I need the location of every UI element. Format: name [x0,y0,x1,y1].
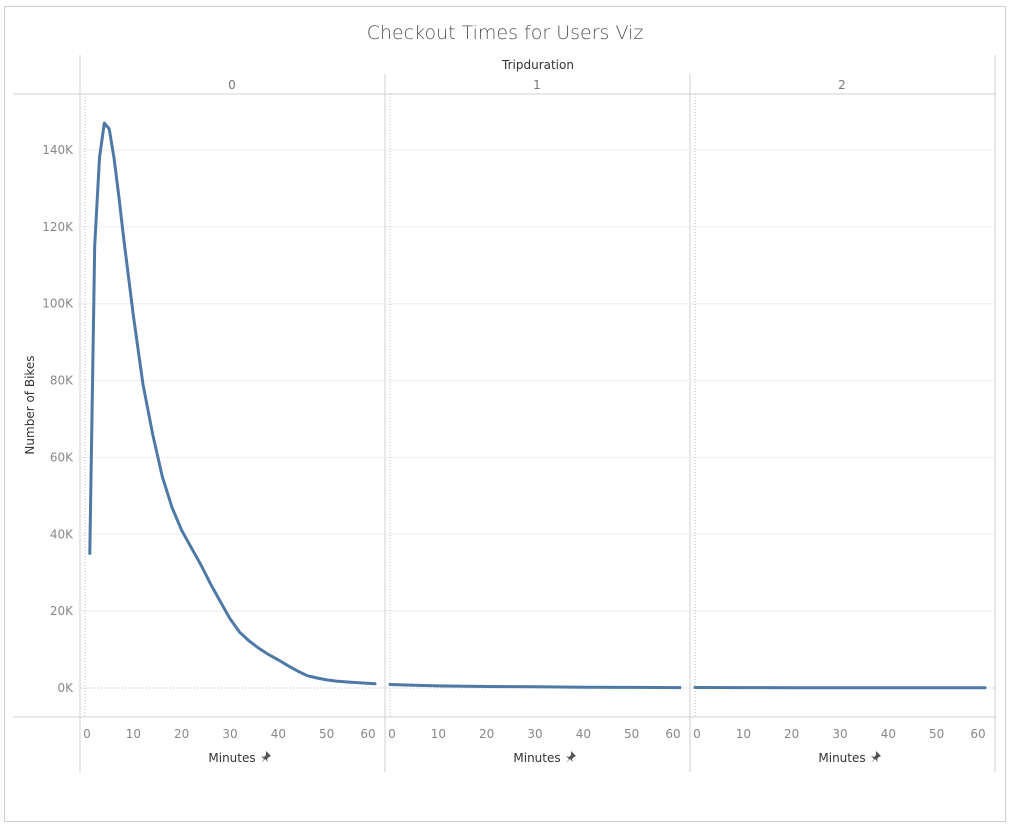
x-axis-title: Minutes [513,751,560,765]
pin-icon[interactable] [871,751,881,763]
series-lines [88,121,987,690]
gridlines [80,94,996,717]
series-line-pane-0[interactable] [88,121,377,686]
y-axis-ticks: 0K 20K 40K 60K 80K 100K 120K 140K [42,143,74,695]
x-tick-label: 40 [881,727,896,741]
pane-labels: 0 1 2 [228,78,846,92]
pane-header-1: 1 [533,78,541,92]
y-tick-label: 80K [50,374,74,388]
y-tick-label: 140K [42,143,74,157]
x-tick-label: 0 [83,727,91,741]
x-axis-title-0: Minutes [208,751,271,765]
x-tick-label: 10 [736,727,751,741]
y-tick-label: 100K [42,297,74,311]
y-tick-label: 0K [57,681,74,695]
series-line-pane-1[interactable] [388,683,682,690]
chart-title: Checkout Times for Users Viz [367,22,644,44]
pin-icon[interactable] [566,751,576,763]
x-tick-label: 50 [929,727,944,741]
x-axis-title-2: Minutes [818,751,881,765]
x-axis-title-1: Minutes [513,751,576,765]
x-tick-label: 60 [665,727,680,741]
y-tick-label: 120K [42,220,74,234]
x-tick-label: 20 [784,727,799,741]
column-header: Tripduration [501,58,574,72]
x-tick-label: 0 [388,727,396,741]
x-tick-label: 40 [576,727,591,741]
x-tick-label: 40 [271,727,286,741]
y-tick-label: 40K [50,527,74,541]
x-tick-label: 20 [479,727,494,741]
pane-header-2: 2 [838,78,846,92]
x-tick-label: 10 [126,727,141,741]
x-tick-label: 50 [319,727,334,741]
y-tick-label: 60K [50,450,74,464]
x-tick-label: 0 [693,727,701,741]
pane-header-0: 0 [228,78,236,92]
x-axis-title: Minutes [818,751,865,765]
y-tick-label: 20K [50,604,74,618]
y-axis-title: Number of Bikes [23,355,37,454]
x-axis-titles: Minutes Minutes Minutes [208,751,881,765]
chart-frame [13,55,996,772]
x-tick-label: 50 [624,727,639,741]
x-tick-label: 30 [527,727,542,741]
x-tick-label: 60 [360,727,375,741]
x-tick-label: 10 [431,727,446,741]
x-tick-label: 30 [222,727,237,741]
x-axis-title: Minutes [208,751,255,765]
pin-icon[interactable] [261,751,271,763]
x-axis-ticks: 0 10 20 30 40 50 60 0 10 20 30 40 50 60 0 10 20 30 40 50 60 [83,727,985,741]
x-tick-label: 60 [970,727,985,741]
x-tick-label: 20 [174,727,189,741]
x-tick-label: 30 [832,727,847,741]
